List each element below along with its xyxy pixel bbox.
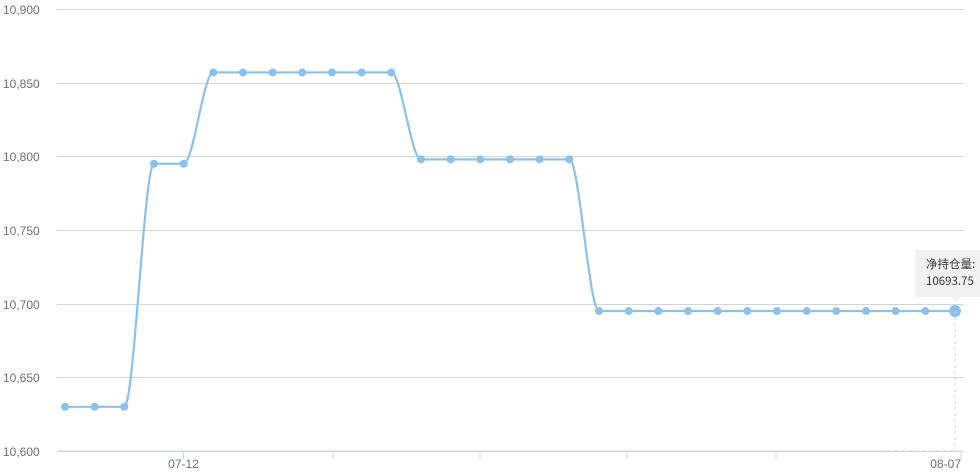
svg-text:10,800: 10,800 xyxy=(3,150,40,164)
svg-text:10,700: 10,700 xyxy=(3,298,40,312)
svg-text:10,900: 10,900 xyxy=(3,3,40,17)
svg-text:07-12: 07-12 xyxy=(168,457,199,471)
svg-text:08-07: 08-07 xyxy=(930,457,961,471)
svg-text:10,750: 10,750 xyxy=(3,224,40,238)
svg-text:10,850: 10,850 xyxy=(3,77,40,91)
svg-text:10,650: 10,650 xyxy=(3,371,40,385)
svg-text:10,600: 10,600 xyxy=(3,445,40,459)
